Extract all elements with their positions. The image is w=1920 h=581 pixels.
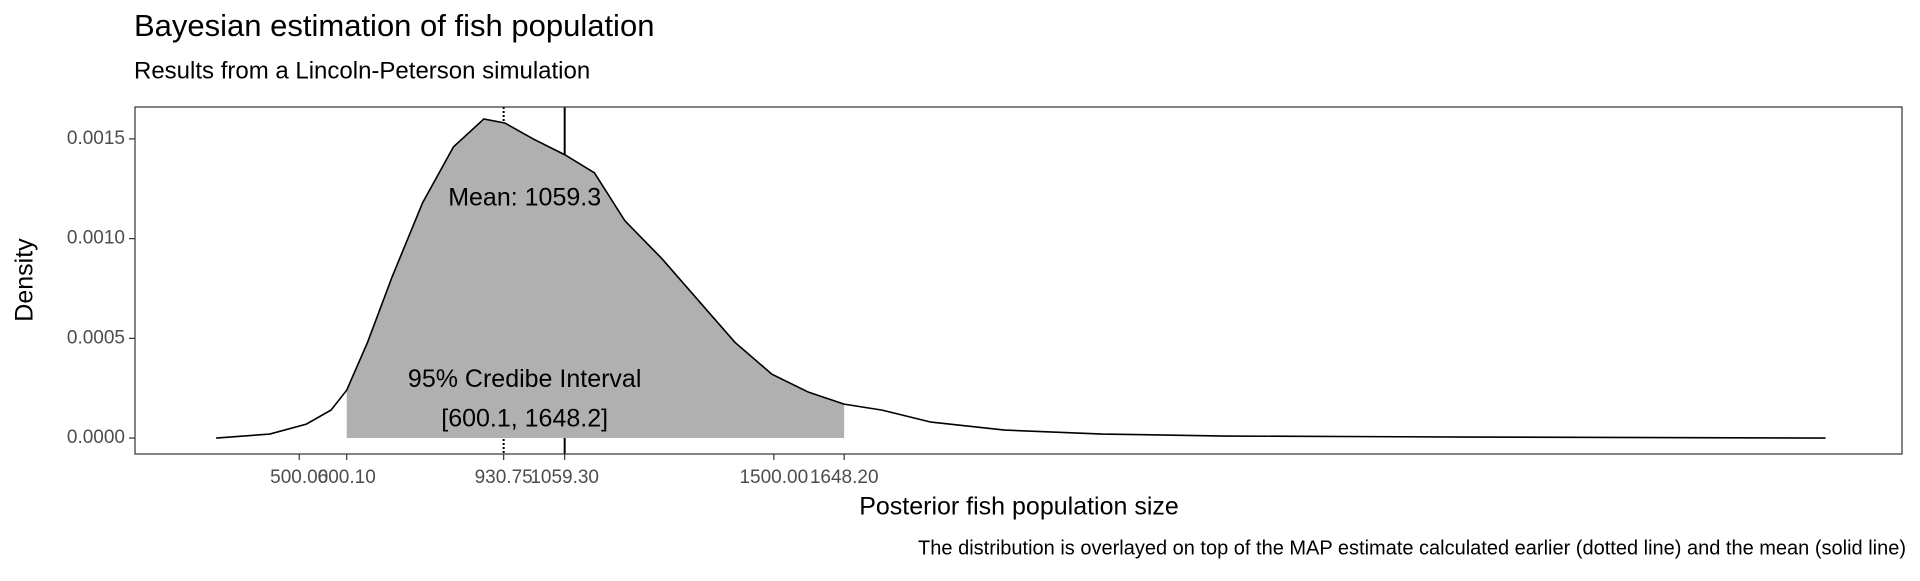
caption: The distribution is overlayed on top of … — [918, 537, 1906, 559]
y-tick-label: 0.0015 — [67, 128, 125, 149]
y-tick-label: 0.0010 — [67, 228, 125, 249]
x-tick-label: 500.00 — [270, 467, 328, 488]
annotation: [600.1, 1648.2] — [441, 405, 608, 433]
x-axis-title: Posterior fish population size — [859, 493, 1179, 521]
x-tick-label: 600.10 — [318, 467, 376, 488]
x-tick-label: 1059.30 — [530, 467, 599, 488]
panel-border — [134, 106, 1903, 455]
chart-subtitle: Results from a Lincoln-Peterson simulati… — [134, 57, 590, 84]
y-tick-label: 0.0005 — [67, 327, 125, 348]
x-tick-label: 930.75 — [475, 467, 533, 488]
x-tick-label: 1648.20 — [810, 467, 879, 488]
credible-interval-area — [346, 118, 845, 439]
annotation: Mean: 1059.3 — [448, 183, 601, 211]
annotation: 95% Credibe Interval — [408, 365, 641, 393]
density-line — [216, 118, 1826, 439]
chart-title: Bayesian estimation of fish population — [134, 8, 654, 43]
y-tick-label: 0.0000 — [67, 427, 125, 448]
y-axis-title: Density — [11, 238, 39, 322]
x-tick-label: 1500.00 — [739, 467, 808, 488]
